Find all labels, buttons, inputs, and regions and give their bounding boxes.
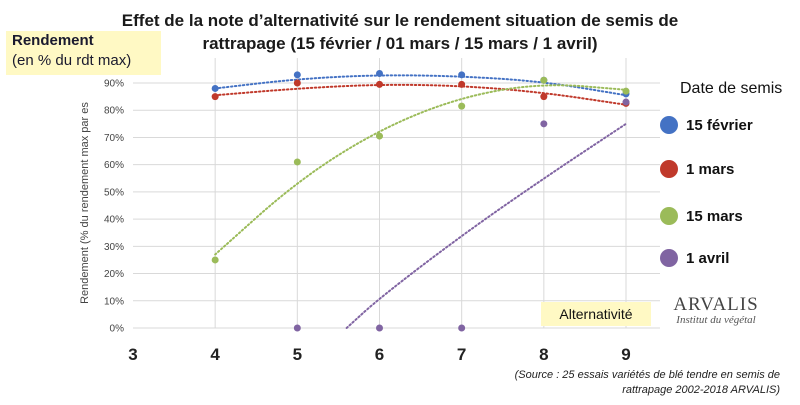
- chart-title-line1: Effet de la note d’alternativité sur le …: [121, 11, 679, 30]
- trendline-series-0: [214, 74, 627, 97]
- legend-marker-2: [660, 207, 678, 225]
- x-tick-label: 6: [375, 345, 384, 364]
- trendline-series-2: [214, 84, 627, 256]
- legend-entry-3: 1 avril: [660, 249, 729, 267]
- data-point-series-2-4: [540, 76, 548, 84]
- chart-title-line2: rattrapage (15 février / 01 mars / 15 ma…: [202, 34, 598, 53]
- legend-label-0: 15 février: [686, 116, 753, 134]
- y-caption-line1: Rendement: [12, 32, 94, 49]
- legend-title: Date de semis: [680, 80, 783, 97]
- data-point-series-2-0: [211, 256, 219, 264]
- trendline-series-1: [214, 83, 627, 106]
- y-tick-label: 80%: [104, 106, 124, 117]
- data-point-series-2-3: [458, 102, 466, 110]
- legend-entry-0: 15 février: [660, 116, 753, 134]
- y-tick-label: 60%: [104, 160, 124, 171]
- data-point-series-0-2: [376, 69, 383, 77]
- y-tick-label: 0%: [110, 324, 125, 335]
- legend-entry-2: 15 mars: [660, 207, 743, 225]
- y-tick-label: 20%: [104, 269, 124, 280]
- x-tick-label: 3: [128, 345, 137, 364]
- x-tick-label: 8: [539, 345, 548, 364]
- data-point-series-2-2: [376, 132, 383, 140]
- y-axis-caption-box: Rendement (en % du rdt max): [6, 31, 161, 75]
- legend-label-2: 15 mars: [686, 207, 743, 225]
- y-caption-line2: (en % du rdt max): [12, 52, 132, 69]
- x-tick-label: 9: [621, 345, 630, 364]
- legend-label-3: 1 avril: [686, 249, 730, 267]
- data-point-series-0-1: [293, 71, 301, 79]
- x-axis-caption-box: Alternativité: [541, 302, 651, 326]
- legend-entry-1: 1 mars: [660, 160, 734, 178]
- source-line1: (Source : 25 essais variétés de blé tend…: [514, 369, 780, 381]
- y-tick-label: 70%: [104, 133, 124, 144]
- data-point-series-0-0: [211, 84, 219, 92]
- source-note: (Source : 25 essais variétés de blé tend…: [420, 368, 780, 398]
- data-point-series-2-1: [293, 158, 301, 166]
- y-axis-label: Rendement (% du rendement max par es: [79, 102, 91, 304]
- legend-marker-0: [660, 116, 678, 134]
- trendline-series-3: [345, 122, 627, 329]
- legend-label-1: 1 mars: [686, 160, 735, 178]
- data-point-series-1-4: [540, 93, 548, 101]
- legend-marker-1: [660, 160, 678, 178]
- legend-marker-3: [660, 249, 678, 267]
- y-tick-label: 10%: [104, 296, 124, 307]
- data-point-series-0-3: [458, 71, 466, 79]
- arvalis-logo: ARVALIS Institut du végétal: [666, 294, 766, 326]
- y-tick-label: 40%: [104, 215, 124, 226]
- logo-subtitle: Institut du végétal: [676, 314, 756, 326]
- data-point-series-1-1: [293, 79, 301, 87]
- x-tick-label: 5: [293, 345, 302, 364]
- data-point-series-3-3: [540, 120, 548, 128]
- x-tick-label: 4: [210, 345, 220, 364]
- data-point-series-1-0: [211, 93, 219, 101]
- data-point-series-2-5: [622, 87, 630, 95]
- y-tick-label: 30%: [104, 242, 124, 253]
- data-point-series-3-1: [376, 324, 383, 332]
- data-point-series-3-0: [293, 324, 301, 332]
- y-tick-label: 50%: [104, 187, 124, 198]
- data-point-series-3-4: [622, 98, 630, 106]
- x-tick-label: 7: [457, 345, 466, 364]
- data-point-series-1-3: [458, 80, 466, 88]
- source-line2: rattrapage 2002-2018 ARVALIS): [622, 384, 780, 396]
- data-point-series-1-2: [376, 80, 383, 88]
- y-tick-label: 90%: [104, 79, 124, 90]
- data-point-series-3-2: [458, 324, 466, 332]
- logo-name: ARVALIS: [673, 294, 759, 315]
